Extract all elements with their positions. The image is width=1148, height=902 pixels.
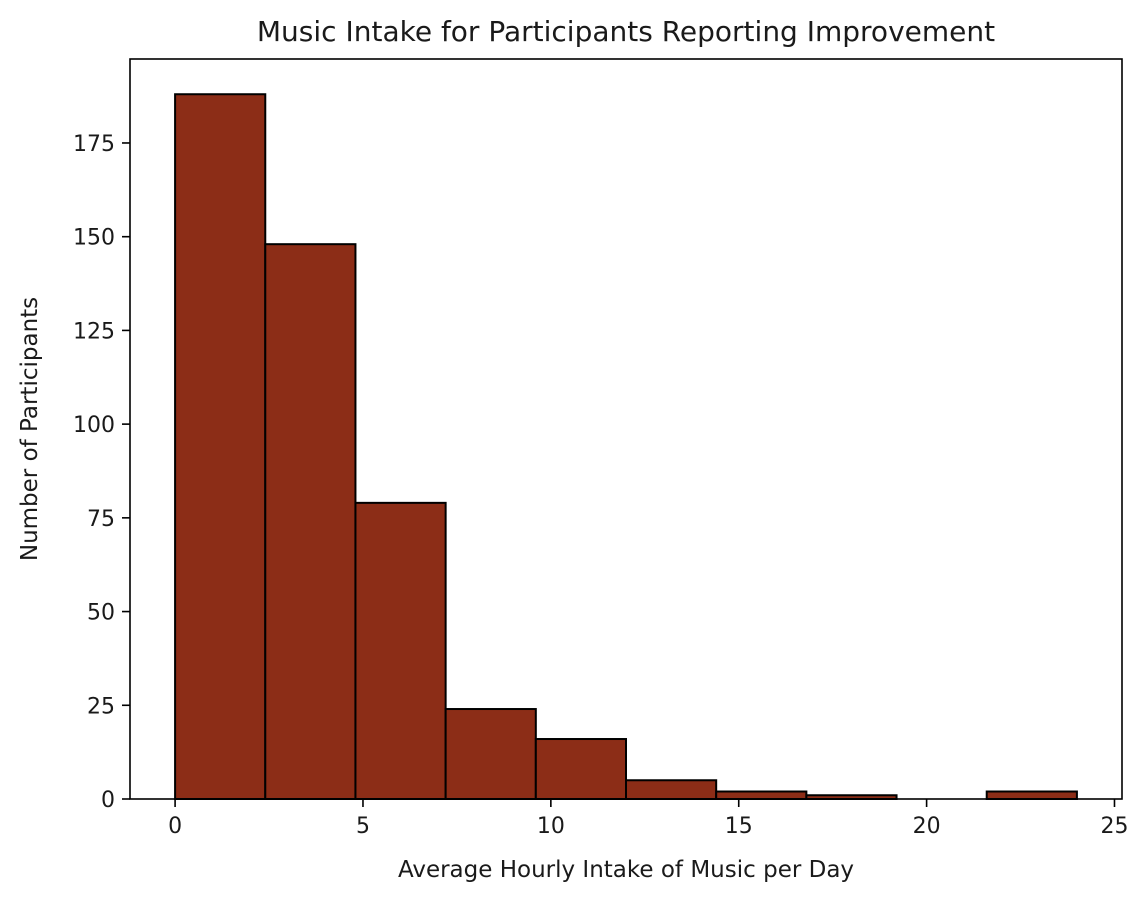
plot-frame <box>129 58 1123 800</box>
histogram-bar <box>264 243 357 800</box>
bars-layer <box>174 93 1078 801</box>
histogram-bar <box>174 93 267 800</box>
x-tick-label: 20 <box>913 814 941 839</box>
x-tick-label: 0 <box>168 814 182 839</box>
x-tick-label: 15 <box>725 814 753 839</box>
x-axis-label: Average Hourly Intake of Music per Day <box>398 857 854 883</box>
histogram-bar <box>354 501 447 800</box>
x-tick-label: 5 <box>356 814 370 839</box>
y-tick-label: 150 <box>73 226 115 251</box>
x-tick-label: 25 <box>1100 814 1128 839</box>
x-tick-label: 10 <box>537 814 565 839</box>
y-tick-label: 175 <box>73 132 115 157</box>
y-tick-label: 75 <box>87 507 115 532</box>
y-axis-label: Number of Participants <box>17 297 43 561</box>
y-tick-label: 25 <box>87 694 115 719</box>
y-tick-label: 50 <box>87 601 115 626</box>
chart-title: Music Intake for Participants Reporting … <box>257 15 995 48</box>
histogram-bar <box>534 738 627 800</box>
histogram-bar <box>625 779 718 801</box>
y-tick-label: 0 <box>101 788 115 813</box>
histogram-bar <box>444 708 537 800</box>
histogram-bar <box>985 790 1078 800</box>
histogram-bar <box>715 790 808 800</box>
y-tick-label: 100 <box>73 413 115 438</box>
axes-layer: 0 5 10 15 20 25 0 25 50 75 100 125 150 175 <box>73 58 1128 839</box>
y-tick-label: 125 <box>73 319 115 344</box>
